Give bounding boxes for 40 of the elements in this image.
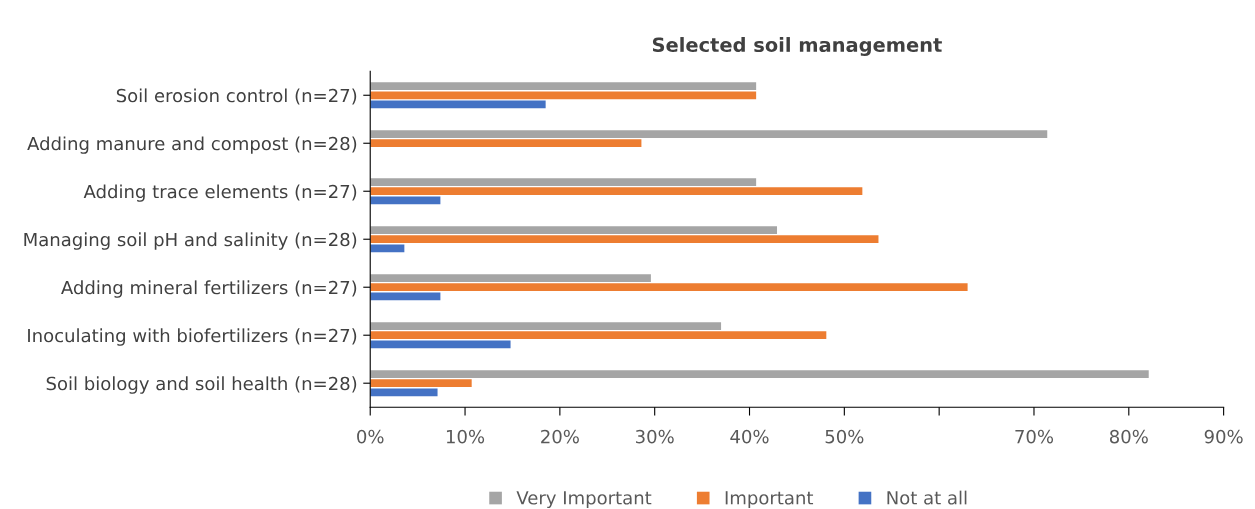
x-tick-label: 70%: [1015, 429, 1054, 444]
bar: [370, 283, 968, 292]
bar: [370, 100, 546, 109]
y-tick-label: Soil biology and soil health (n=28): [46, 376, 357, 394]
x-tick-label: 90%: [1204, 429, 1243, 444]
y-tick-label: Inoculating with biofertilizers (n=27): [28, 328, 357, 346]
bar: [370, 187, 863, 196]
bar: [370, 340, 511, 349]
y-tick-label: Adding trace elements (n=27): [83, 184, 357, 202]
bar: [370, 82, 757, 91]
bar: [370, 322, 722, 330]
chart-title: Selected soil management: [652, 37, 942, 57]
x-tick-label: 50%: [825, 429, 864, 444]
y-tick-label: Adding mineral fertilizers (n=27): [61, 280, 357, 298]
y-tick-label: Adding manure and compost (n=28): [27, 136, 357, 154]
bar: [370, 388, 438, 397]
bar: [370, 139, 642, 148]
bar: [370, 178, 757, 186]
legend-label: Important: [725, 491, 814, 509]
bar: [370, 130, 1048, 138]
x-tick-label: 80%: [1109, 429, 1148, 444]
bar: [370, 196, 441, 205]
bar: [370, 379, 472, 388]
x-tick-label: 30%: [636, 429, 674, 444]
y-tick-label: Soil erosion control (n=27): [116, 88, 357, 105]
x-tick-label: 20%: [541, 429, 579, 444]
bar: [370, 244, 405, 253]
bar: [370, 91, 757, 100]
x-tick-label: 10%: [446, 429, 485, 444]
legend-label: Very Important: [516, 491, 652, 509]
x-tick-label: 40%: [730, 429, 769, 444]
bar: [370, 274, 651, 282]
bar: [370, 226, 778, 234]
bar: [370, 331, 827, 340]
bar: [370, 235, 879, 244]
y-tick-label: Managing soil pH and salinity (n=28): [24, 232, 357, 250]
x-tick-label: 0%: [357, 429, 384, 444]
bar: [370, 370, 1149, 378]
legend-label: Not at all: [887, 490, 967, 505]
bar: [370, 292, 441, 301]
